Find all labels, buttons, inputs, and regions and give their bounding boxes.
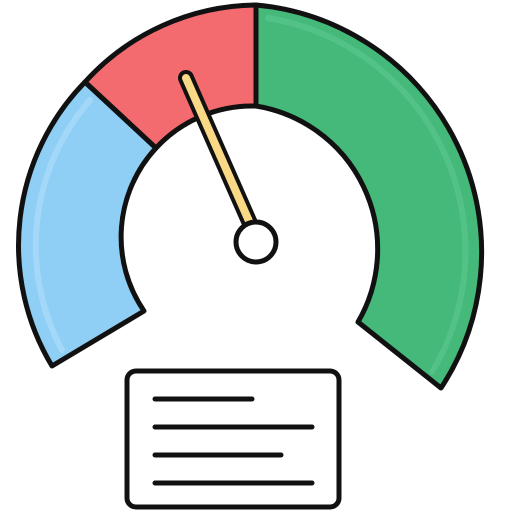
gauge-needle xyxy=(178,70,279,265)
gauge-zone-green xyxy=(253,2,485,391)
gauge-zone-blue-highlight xyxy=(32,97,93,353)
text-lines-icon xyxy=(152,396,315,486)
needle-shaft xyxy=(182,74,260,241)
needle-hub xyxy=(233,219,279,265)
gauge-zone-green-highlight xyxy=(265,15,469,375)
info-card xyxy=(124,368,342,510)
info-card-frame xyxy=(124,368,342,510)
